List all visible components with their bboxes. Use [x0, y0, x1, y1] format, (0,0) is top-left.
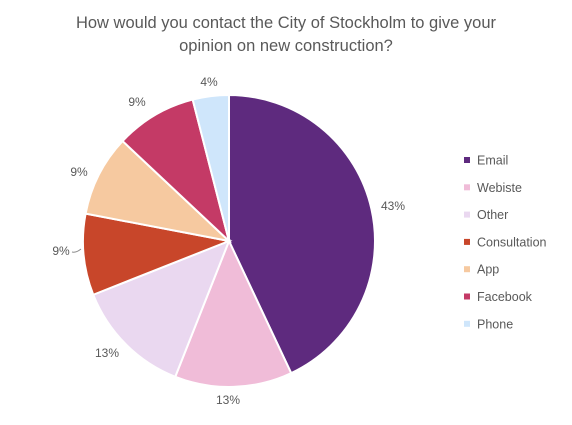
legend-label: Consultation	[477, 235, 547, 249]
legend-label: Email	[477, 154, 508, 168]
legend-item-phone: Phone	[464, 317, 513, 331]
data-label-email: 43%	[381, 199, 405, 213]
legend-swatch	[464, 320, 470, 327]
legend-label: Webiste	[477, 181, 522, 195]
legend-swatch	[464, 211, 470, 218]
chart-title: How would you contact the City of Stockh…	[76, 14, 497, 55]
legend-label: Other	[477, 208, 508, 222]
chart-title-line-1: How would you contact the City of Stockh…	[76, 14, 497, 32]
data-label-app: 9%	[70, 165, 88, 179]
chart-title-line-2: opinion on new construction?	[179, 37, 393, 55]
legend-item-facebook: Facebook	[464, 290, 533, 304]
legend-item-app: App	[464, 263, 499, 277]
legend-swatch	[464, 293, 470, 300]
data-label-consultation: 9%	[52, 244, 70, 258]
pie-slice-consultation	[82, 212, 233, 297]
legend-swatch	[464, 157, 470, 163]
legend-swatch	[464, 184, 470, 191]
pie-slice-other	[91, 239, 231, 379]
data-label-phone: 4%	[200, 75, 218, 89]
pie-slice-facebook	[121, 98, 231, 245]
legend-swatch	[464, 266, 470, 273]
legend-item-webiste: Webiste	[464, 181, 522, 195]
legend-label: Facebook	[477, 290, 533, 304]
legend-label: App	[477, 263, 499, 277]
leader-line-consultation	[71, 248, 82, 253]
legend-item-other: Other	[464, 208, 508, 222]
data-label-webiste: 13%	[216, 393, 240, 407]
data-labels: 43% 13% 13% 9% 9% 9% 4%	[52, 75, 405, 407]
pie-slices	[82, 93, 376, 388]
legend: Email Webiste Other Consultation App Facebook…	[464, 154, 547, 331]
pie-slice-app	[84, 139, 233, 243]
data-label-other: 13%	[95, 346, 119, 360]
legend-swatch	[464, 238, 470, 245]
pie-slice-webiste	[173, 238, 293, 388]
data-label-facebook: 9%	[128, 95, 146, 109]
pie-slice-email	[228, 93, 376, 375]
legend-item-consultation: Consultation	[464, 235, 547, 249]
legend-label: Phone	[477, 317, 513, 331]
legend-item-email: Email	[464, 154, 508, 168]
pie-slice-phone	[191, 93, 230, 242]
